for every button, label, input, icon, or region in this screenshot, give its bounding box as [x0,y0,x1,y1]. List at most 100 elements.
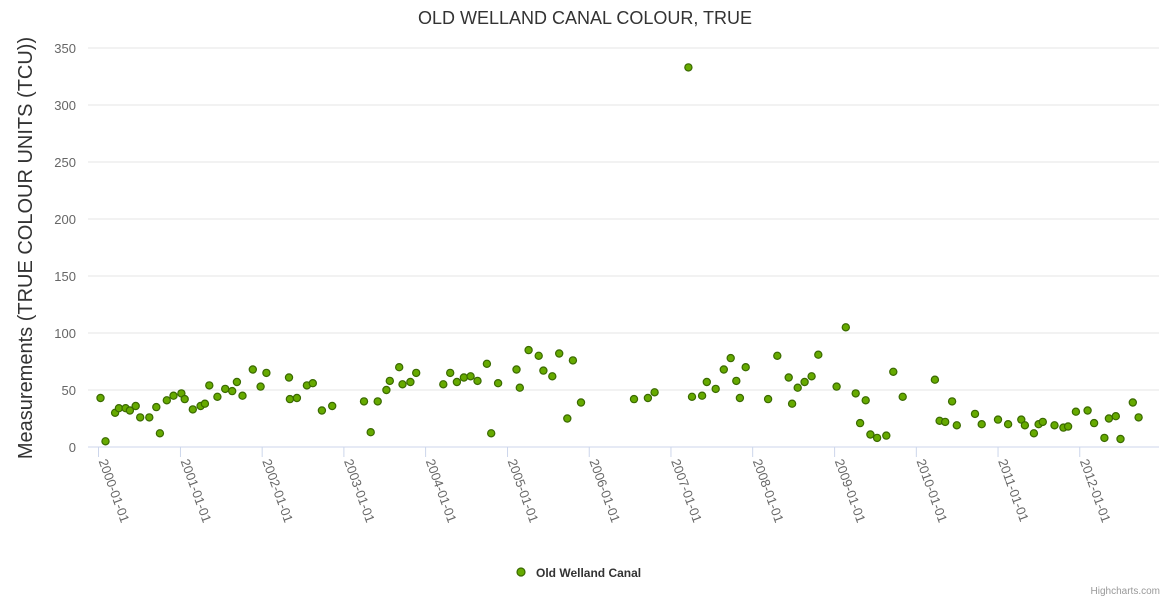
data-point[interactable] [930,375,940,384]
data-point[interactable] [784,373,793,382]
data-point[interactable] [702,377,712,387]
credits-link[interactable]: Highcharts.com [1091,586,1160,597]
data-point[interactable] [1083,406,1092,415]
data-point[interactable] [382,385,391,395]
data-point[interactable] [787,399,797,408]
data-point[interactable] [248,365,257,374]
data-point[interactable] [466,372,475,381]
data-point[interactable] [741,363,750,372]
data-point[interactable] [684,63,693,72]
data-point[interactable] [188,405,197,414]
data-point[interactable] [993,415,1003,424]
data-point[interactable] [855,418,865,428]
data-point[interactable] [256,382,265,391]
data-point[interactable] [220,384,230,394]
data-point[interactable] [213,392,222,401]
data-point[interactable] [125,406,135,415]
data-point[interactable] [292,393,302,403]
legend-marker[interactable] [516,567,526,577]
data-point[interactable] [882,431,891,440]
data-point[interactable] [851,389,860,398]
data-point[interactable] [1003,420,1013,429]
data-point[interactable] [493,379,503,388]
data-point[interactable] [412,368,421,378]
data-point[interactable] [889,367,898,376]
data-point[interactable] [576,398,586,407]
data-point[interactable] [366,428,375,437]
data-point[interactable] [1128,398,1138,407]
data-point[interactable] [515,383,525,392]
data-point[interactable] [487,429,496,438]
data-point[interactable] [861,396,870,405]
data-point[interactable] [793,383,802,392]
data-point[interactable] [1089,418,1099,428]
legend-label[interactable]: Old Welland Canal [536,566,641,580]
data-point[interactable] [832,382,841,391]
data-point[interactable] [473,376,482,386]
data-point[interactable] [952,421,962,430]
data-point[interactable] [317,406,327,415]
data-point[interactable] [898,392,907,401]
data-point[interactable] [1116,434,1125,444]
data-point[interactable] [452,377,462,387]
data-point[interactable] [439,380,448,389]
data-point[interactable] [284,373,294,382]
data-point[interactable] [735,393,745,403]
data-point[interactable] [155,429,165,438]
data-point[interactable] [534,351,543,360]
data-point[interactable] [726,353,735,363]
data-point[interactable] [872,433,882,443]
data-point[interactable] [947,397,957,406]
data-point[interactable] [977,420,986,429]
data-point[interactable] [629,394,639,404]
data-point[interactable] [687,392,697,401]
data-point[interactable] [162,396,171,405]
data-point[interactable] [1050,421,1059,430]
data-point[interactable] [1038,417,1048,427]
data-point[interactable] [482,359,492,368]
data-point[interactable] [866,430,875,439]
data-point[interactable] [135,413,145,422]
data-point[interactable] [1029,429,1039,438]
data-point[interactable] [568,356,578,365]
data-point[interactable] [1134,413,1143,422]
data-point[interactable] [227,386,237,396]
data-point[interactable] [1063,422,1073,431]
data-point[interactable] [1071,407,1081,416]
data-point[interactable] [205,381,214,390]
data-point[interactable] [238,391,247,400]
data-point[interactable] [395,363,404,372]
data-point[interactable] [131,401,140,411]
data-point[interactable] [970,409,980,419]
data-point[interactable] [1100,433,1109,443]
data-point[interactable] [459,373,469,382]
data-point[interactable] [732,376,741,386]
data-point[interactable] [539,366,548,375]
data-point[interactable] [773,351,782,360]
data-point[interactable] [650,388,659,397]
data-point[interactable] [1111,412,1121,421]
data-point[interactable] [814,350,823,359]
data-point[interactable] [697,391,707,400]
data-point[interactable] [200,399,210,408]
data-point[interactable] [941,417,950,427]
data-point[interactable] [398,380,407,389]
data-point[interactable] [308,379,317,388]
data-point[interactable] [373,397,382,406]
data-point[interactable] [262,368,271,378]
data-point[interactable] [800,377,809,387]
data-point[interactable] [446,368,455,378]
data-point[interactable] [563,414,572,423]
data-point[interactable] [711,384,720,394]
data-point[interactable] [555,349,564,358]
data-point[interactable] [643,393,653,403]
data-point[interactable] [328,401,337,411]
data-point[interactable] [359,397,369,406]
data-point[interactable] [96,393,105,403]
data-point[interactable] [807,372,816,381]
data-point[interactable] [1020,421,1030,430]
data-point[interactable] [180,394,189,404]
data-point[interactable] [152,402,161,412]
data-point[interactable] [512,365,521,374]
data-point[interactable] [169,391,178,400]
